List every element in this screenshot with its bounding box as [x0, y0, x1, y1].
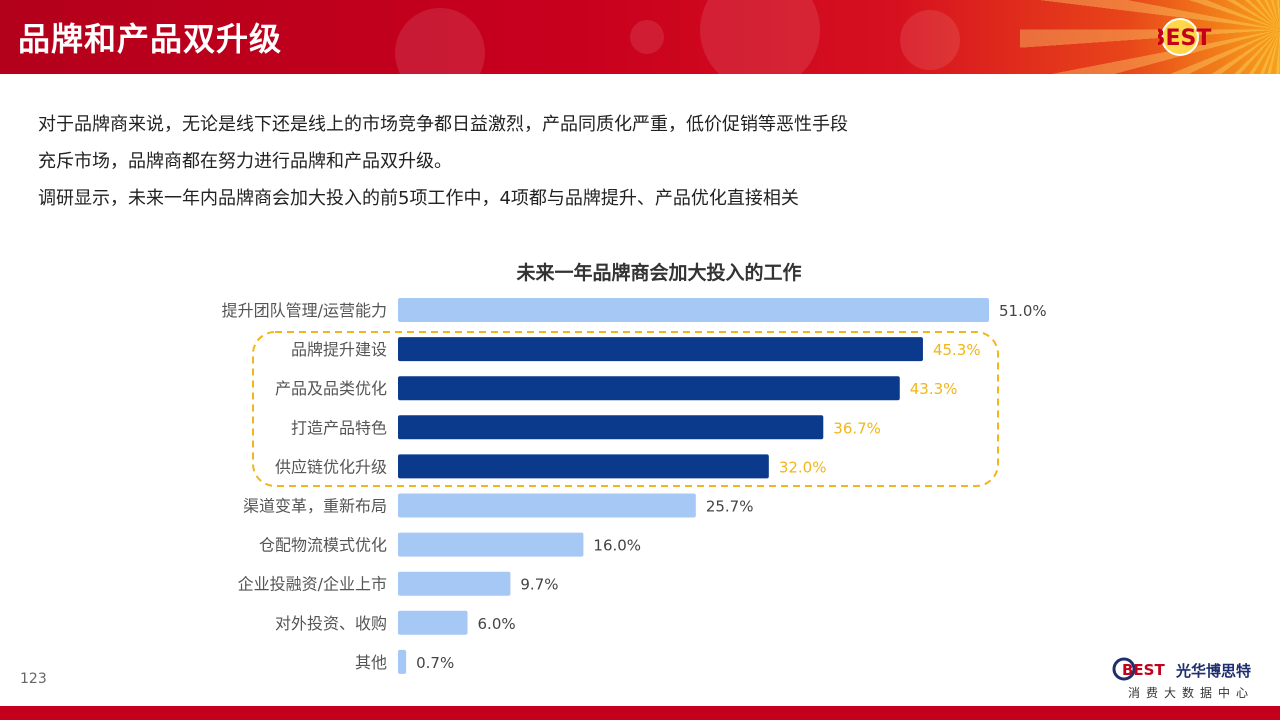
intro-line-2: 充斥市场，品牌商都在努力进行品牌和产品双升级。 — [38, 151, 452, 172]
bar — [398, 376, 900, 401]
category-label: 供应链优化升级 — [275, 457, 387, 476]
value-label: 6.0% — [478, 615, 516, 633]
value-label: 25.7% — [706, 498, 754, 516]
intro-line-3: 调研显示，未来一年内品牌商会加大投入的前5项工作中，4项都与品牌提升、产品优化直… — [38, 188, 799, 209]
bar — [398, 610, 468, 635]
intro-line-1: 对于品牌商来说，无论是线下还是线上的市场竞争都日益激烈，产品同质化严重，低价促销… — [38, 114, 848, 135]
page-number: 123 — [20, 671, 47, 687]
value-label: 0.7% — [416, 654, 454, 672]
category-label: 提升团队管理/运营能力 — [222, 301, 387, 320]
decor-circle — [900, 10, 960, 70]
bar — [398, 649, 407, 674]
decor-circle — [395, 8, 485, 74]
best-logo-text: BEST — [1158, 26, 1211, 51]
page-title: 品牌和产品双升级 — [18, 20, 283, 58]
category-label: 品牌提升建设 — [291, 340, 387, 359]
bars-group: 提升团队管理/运营能力 51.0% 品牌提升建设 45.3% 产品及品类优化 43.3% 打… — [222, 298, 1047, 674]
value-label: 32.0% — [779, 458, 827, 476]
header-banner: 品牌和产品双升级 BEST — [0, 0, 1280, 74]
bar — [398, 415, 824, 440]
category-label: 打造产品特色 — [291, 418, 387, 437]
bar — [398, 298, 989, 322]
brand-subtitle: 消费大数据中心 — [1128, 686, 1255, 700]
category-label: 对外投资、收购 — [275, 614, 387, 633]
decor-circle — [700, 0, 820, 74]
bar — [398, 532, 584, 557]
intro-text: 对于品牌商来说，无论是线下还是线上的市场竞争都日益激烈，产品同质化严重，低价促销… — [38, 106, 1038, 217]
bar — [398, 571, 511, 596]
brand-logo-icon: BEST — [1112, 657, 1165, 681]
highlight-frame — [252, 331, 999, 487]
brand-logo-text: BEST — [1122, 661, 1165, 679]
category-label: 渠道变革，重新布局 — [243, 497, 387, 516]
decor-circle — [630, 20, 664, 54]
footer-bar — [0, 706, 1280, 720]
value-label: 36.7% — [833, 419, 881, 437]
value-label: 51.0% — [999, 302, 1047, 320]
category-label: 仓配物流模式优化 — [259, 536, 387, 555]
bar — [398, 493, 696, 518]
value-label: 9.7% — [520, 576, 558, 594]
decor-rays — [1020, 0, 1280, 74]
chart-title: 未来一年品牌商会加大投入的工作 — [515, 261, 801, 284]
bar — [398, 337, 923, 362]
value-label: 43.3% — [910, 380, 958, 398]
brand-name: 光华博思特 — [1176, 662, 1252, 680]
value-label: 16.0% — [593, 537, 641, 555]
value-label: 45.3% — [933, 341, 981, 359]
category-label: 产品及品类优化 — [275, 379, 387, 398]
best-logo-icon: BEST — [1158, 18, 1211, 56]
category-label: 企业投融资/企业上市 — [238, 575, 387, 594]
category-label: 其他 — [355, 653, 387, 672]
bar — [398, 454, 769, 479]
